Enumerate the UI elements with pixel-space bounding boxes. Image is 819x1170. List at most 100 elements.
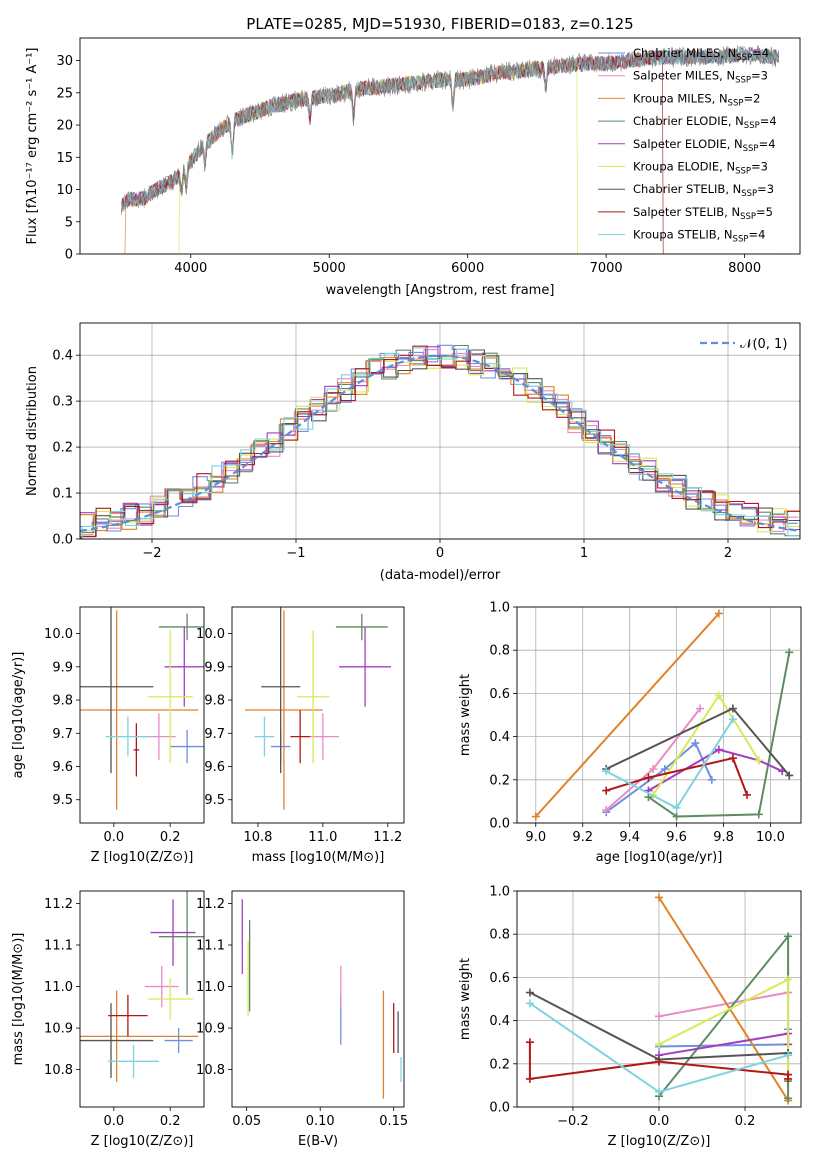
mass-weight-vs-z-lines [525, 893, 793, 1105]
series-marker [602, 767, 611, 776]
series-salpeter-stelib [525, 1038, 793, 1083]
series-line [605, 741, 713, 814]
mass-vs-ebv-points [241, 899, 402, 1099]
series-marker [707, 775, 716, 784]
legend-value: =4 [759, 137, 776, 151]
y-tick-label: 0.0 [489, 1101, 510, 1116]
spectrum-axes: 4000 5000 6000 7000 8000 0 5 10 15 20 25 30 waveleng… [25, 37, 801, 298]
y-tick-label: 0 [65, 248, 73, 263]
y-tick-label: 9.8 [52, 694, 73, 709]
legend-value: =2 [743, 91, 760, 105]
point-chabrier-elodie [335, 613, 388, 641]
series-marker [644, 773, 653, 782]
y-tick-label: 5 [65, 215, 73, 230]
series-marker [714, 745, 723, 754]
legend-label: 𝒩(0, 1) [740, 337, 787, 352]
figure-title: PLATE=0285, MJD=51930, FIBERID=0183, z=0… [246, 15, 633, 33]
age-vs-z-points [80, 607, 204, 810]
legend-label: Chabrier ELODIE, NSSP=4 [633, 114, 777, 131]
y-tick-label: 11.1 [196, 939, 225, 954]
series-marker [714, 609, 723, 618]
y-axis-label: mass weight [458, 674, 473, 756]
series-chabrier-stelib [602, 704, 794, 780]
mass-weight-vs-age-axes: 9.0 9.2 9.4 9.6 9.8 10.0 0.0 0.2 0.4 0.6 0.8 1.0 age… [458, 601, 802, 865]
x-tick-label: 0.10 [306, 1114, 335, 1129]
legend-label: Chabrier MILES, NSSP=4 [633, 46, 769, 63]
legend-subscript: SSP [728, 98, 744, 108]
series-kroupa-miles [531, 609, 723, 821]
series-marker [649, 765, 658, 773]
y-tick-label: 9.7 [52, 727, 73, 742]
point-salpeter-elodie [150, 899, 196, 966]
x-tick-label: 0.2 [160, 830, 181, 845]
x-tick-label: 0.0 [649, 1114, 670, 1129]
series-chabrier-elodie [655, 932, 793, 1103]
point-kroupa-stelib [254, 716, 275, 757]
histogram-salpeter-stelib [81, 345, 800, 539]
series-marker [784, 1051, 793, 1060]
axes-frame [516, 606, 802, 824]
series-marker [785, 648, 794, 657]
series-line [658, 991, 789, 1018]
legend-label: Kroupa STELIB, NSSP=4 [633, 228, 765, 245]
series-marker [691, 739, 700, 748]
x-axis-label: Z [log10(Z/Z⊙)] [91, 850, 194, 865]
x-tick-label: 0.15 [379, 1114, 408, 1129]
x-axis-label: Z [log10(Z/Z⊙)] [91, 1134, 194, 1149]
x-tick-label: 9.2 [572, 830, 593, 845]
series-marker [784, 1094, 793, 1103]
spectrum-data-line [121, 45, 780, 216]
series-marker [784, 1074, 793, 1083]
point-chabrier-stelib [80, 607, 154, 774]
x-tick-label: 0 [436, 546, 444, 561]
y-tick-label: 11.1 [44, 939, 73, 954]
x-tick-label: −0.2 [557, 1114, 589, 1129]
point-kroupa-miles [80, 990, 199, 1083]
histogram-kroupa-elodie [80, 356, 800, 539]
series-kroupa-elodie [649, 691, 763, 799]
legend-subscript: SSP [735, 76, 751, 86]
axes-frame [79, 322, 801, 540]
y-tick-label: 9.8 [204, 694, 225, 709]
point-salpeter-stelib [108, 994, 148, 1037]
series-marker [525, 1038, 534, 1047]
series-marker [672, 803, 681, 812]
y-axis-label: Flux [fλ10⁻¹⁷ erg cm⁻² s⁻¹ A⁻¹] [25, 48, 40, 245]
y-tick-label: 1.0 [489, 885, 510, 900]
series-kroupa-stelib [602, 715, 737, 812]
point-chabrier-miles [170, 729, 204, 764]
y-tick-label: 0.6 [489, 971, 510, 986]
legend-subscript: SSP [733, 235, 749, 245]
point-salpeter-stelib [133, 723, 140, 777]
plots: 4000 5000 6000 7000 8000051015202530waveleng… [11, 37, 802, 1149]
legend-label: Salpeter STELIB, NSSP=5 [633, 205, 773, 222]
axes-frame [231, 606, 405, 824]
y-tick-label: 11.0 [44, 980, 73, 995]
y-tick-label: 9.5 [52, 793, 73, 808]
legend-value: =3 [757, 182, 774, 196]
age-vs-mass-axes: 10.8 11.0 11.2 9.5 9.6 9.7 9.8 9.9 10.0 mass [log… [196, 606, 405, 865]
point-chabrier-stelib [261, 607, 301, 774]
y-tick-label: 30 [56, 54, 73, 69]
y-tick-label: 0.8 [489, 928, 510, 943]
y-tick-label: 0.2 [489, 773, 510, 788]
x-tick-label: 9.8 [713, 830, 734, 845]
axes-frame [79, 37, 801, 255]
x-tick-label: 10.8 [243, 830, 272, 845]
series-marker [714, 691, 723, 700]
series-marker [785, 771, 794, 780]
histogram-chabrier-stelib [80, 349, 800, 539]
x-tick-label: 2 [724, 546, 732, 561]
histogram-steps [80, 344, 800, 539]
point-chabrier-stelib [80, 1003, 154, 1078]
series-marker [743, 790, 752, 799]
point-kroupa-miles [80, 610, 199, 810]
legend-label: Chabrier STELIB, NSSP=3 [633, 182, 774, 199]
mass-weight-vs-age-lines [531, 609, 794, 821]
series-marker [602, 806, 611, 815]
x-tick-label: 11.2 [373, 830, 402, 845]
mass-vs-z-axes: 0.0 0.2 10.8 10.9 11.0 11.1 11.2 Z [log10(Z/Z⊙)… [11, 890, 205, 1149]
point-kroupa-elodie [147, 978, 193, 1020]
y-tick-label: 10.9 [44, 1022, 73, 1037]
point-kroupa-stelib [108, 1044, 159, 1078]
